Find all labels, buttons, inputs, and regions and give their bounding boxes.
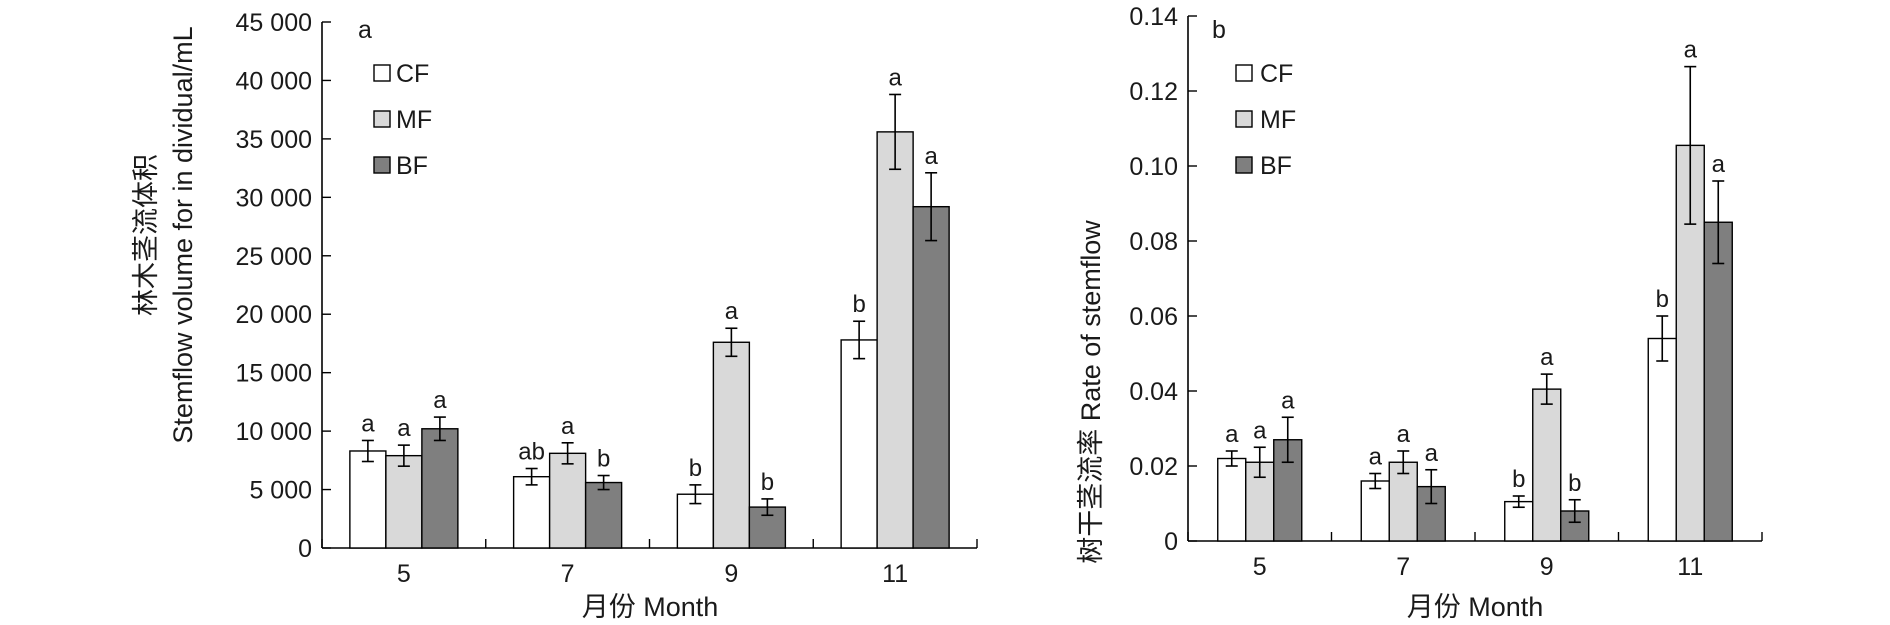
panel-a-bar-cf (349, 450, 387, 549)
panel-a-significance-letter: a (561, 413, 575, 440)
panel-a-ytick-label: 35 000 (236, 126, 312, 154)
panel-b-significance-letter: a (1712, 151, 1726, 178)
panel-b: b CF MF BF 树干茎流率 Rate of stemflow 月份 Mon… (1076, 3, 1763, 622)
panel-b-significance-letter: a (1225, 421, 1239, 448)
panel-a-significance-letter: b (689, 455, 702, 482)
panel-a-bar-cf (840, 339, 878, 549)
panel-b-bar-bf (1703, 221, 1733, 542)
panel-a-ytick-label: 30 000 (236, 184, 312, 212)
panel-a-ytick-label: 45 000 (236, 9, 312, 37)
panel-b-xtick-label: 9 (1540, 553, 1554, 581)
panel-b-xtick-label: 11 (1677, 553, 1703, 581)
legend-b: CF MF BF (1235, 60, 1296, 180)
panel-a-xtick-label: 11 (882, 560, 908, 588)
legend-b-swatch-mf (1235, 110, 1253, 128)
panel-a-bar-mf (548, 452, 587, 549)
legend-b-swatch-cf (1235, 64, 1253, 82)
panel-a-significance-letter: b (597, 446, 610, 473)
panel-a-significance-letter: a (397, 415, 411, 442)
panel-a-bar-bf (584, 481, 623, 549)
panel-b-ytick-label: 0.14 (1129, 3, 1178, 31)
panel-b-ytick-label: 0 (1164, 528, 1178, 556)
panel-b-significance-letter: b (1656, 286, 1669, 313)
legend-b-swatch-bf (1235, 156, 1253, 174)
panel-a-ytick-label: 0 (298, 535, 312, 563)
panel-b-significance-letter: b (1512, 466, 1525, 493)
panel-b-bar-cf (1217, 457, 1247, 542)
panel-a-significance-letter: b (852, 291, 865, 318)
panel-b-xtick-label: 7 (1396, 553, 1410, 581)
panel-a-significance-letter: a (361, 410, 375, 437)
panel-b-bar-mf (1532, 388, 1562, 542)
panel-a-bar-mf (876, 131, 914, 549)
panel-a-ylabel-line1: 林木茎流体积 (131, 154, 161, 316)
panel-b-significance-letter: a (1253, 417, 1267, 444)
legend-b-bf: BF (1260, 152, 1292, 180)
panel-a-ytick-label: 40 000 (236, 67, 312, 95)
panel-a-label: a (358, 16, 372, 44)
panel-a-significance-letter: ab (518, 439, 545, 466)
legend-b-mf: MF (1260, 106, 1296, 134)
panel-b-label: b (1212, 16, 1226, 44)
panel-a-ytick-label: 20 000 (236, 301, 312, 329)
legend-b-cf: CF (1260, 60, 1293, 88)
panel-b-ytick-label: 0.02 (1129, 453, 1178, 481)
panel-b-xtick-label: 5 (1253, 553, 1267, 581)
panel-b-ytick-label: 0.10 (1129, 153, 1178, 181)
panel-a-xlabel: 月份 Month (582, 592, 719, 622)
panel-b-xlabel: 月份 Month (1407, 592, 1544, 622)
panel-a-xtick-label: 9 (724, 560, 738, 588)
legend-a-swatch-cf (373, 64, 391, 82)
panel-a-bar-bf (421, 428, 459, 549)
panel-b-ytick-label: 0.08 (1129, 228, 1178, 256)
panel-a-significance-letter: a (888, 64, 902, 91)
panel-a-significance-letter: a (924, 143, 938, 170)
panel-b-ytick-label: 0.12 (1129, 78, 1178, 106)
panel-a-ytick-label: 15 000 (236, 360, 312, 388)
panel-b-significance-letter: a (1369, 444, 1383, 471)
panel-b-significance-letter: a (1684, 37, 1698, 64)
legend-a-cf: CF (396, 60, 429, 88)
panel-a-bar-mf (712, 341, 751, 549)
panel-a-significance-letter: a (725, 298, 739, 325)
legend-a-swatch-mf (373, 110, 391, 128)
panel-b-bar-cf (1360, 480, 1390, 542)
panel-a: a CF MF BF 林木茎流体积 Stemflow volume for in… (131, 9, 978, 622)
panel-b-ytick-label: 0.04 (1129, 378, 1178, 406)
legend-a-mf: MF (396, 106, 432, 134)
panel-a-ytick-label: 5 000 (249, 477, 312, 505)
panel-b-significance-letter: a (1397, 421, 1411, 448)
panel-b-bar-mf (1388, 461, 1418, 542)
panel-a-xtick-label: 5 (397, 560, 411, 588)
panel-b-significance-letter: b (1568, 470, 1581, 497)
panel-b-bar-cf (1647, 337, 1677, 542)
panel-a-ylabel-line2: Stemflow volume for in dividual/mL (168, 26, 198, 443)
panel-a-significance-letter: b (761, 469, 774, 496)
panel-b-ylabel: 树干茎流率 Rate of stemflow (1076, 220, 1106, 564)
panel-b-significance-letter: a (1281, 387, 1295, 414)
legend-a: CF MF BF (373, 60, 432, 180)
panel-a-ytick-label: 25 000 (236, 243, 312, 271)
legend-a-swatch-bf (373, 156, 391, 174)
panel-a-bar-bf (912, 205, 950, 549)
legend-a-bf: BF (396, 152, 428, 180)
panel-a-bar-cf (512, 475, 551, 549)
panel-a-bar-mf (385, 454, 423, 549)
panel-b-significance-letter: a (1540, 344, 1554, 371)
panel-a-significance-letter: a (433, 387, 447, 414)
panel-b-ytick-label: 0.06 (1129, 303, 1178, 331)
panel-a-ytick-label: 10 000 (236, 418, 312, 446)
panel-a-xtick-label: 7 (561, 560, 575, 588)
panel-b-significance-letter: a (1425, 440, 1439, 467)
